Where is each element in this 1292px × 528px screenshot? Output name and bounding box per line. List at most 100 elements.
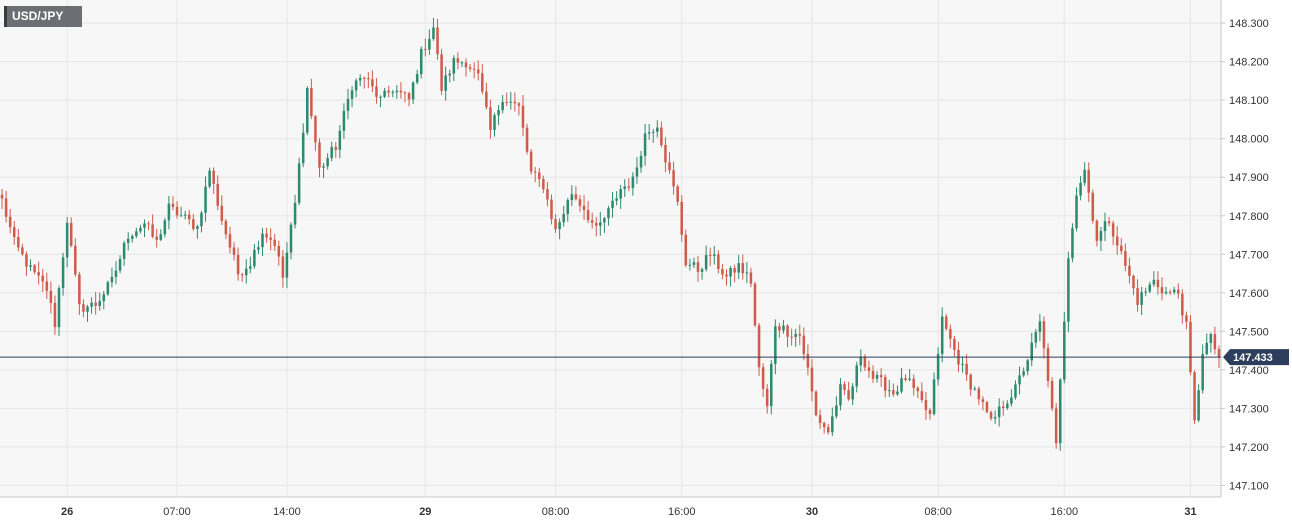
candle-body xyxy=(289,224,293,253)
candle-body xyxy=(627,186,631,188)
y-tick-label: 148.000 xyxy=(1229,134,1269,146)
symbol-badge[interactable]: USD/JPY xyxy=(4,6,82,27)
price-axis: 147.100 147.200 147.300 147.400 147.500 147.6… xyxy=(1221,18,1269,492)
current-price-label: 147.433 xyxy=(1233,352,1273,364)
candle-body xyxy=(0,194,4,199)
candle-body xyxy=(493,115,496,130)
candle-body xyxy=(757,325,761,368)
candle-body xyxy=(273,239,276,246)
candle-body xyxy=(945,316,948,329)
candle-body xyxy=(1026,360,1029,372)
candle-body xyxy=(1156,279,1160,288)
candle-body xyxy=(660,127,663,145)
candle-body xyxy=(481,73,484,92)
candle-body xyxy=(314,116,317,143)
candle-body xyxy=(118,258,122,271)
candle-body xyxy=(651,131,655,133)
y-tick-label: 148.300 xyxy=(1229,18,1269,30)
candle-body xyxy=(1172,289,1176,293)
candle-body xyxy=(664,144,667,163)
candle-body xyxy=(249,266,252,269)
candle-body xyxy=(151,224,154,237)
candle-body xyxy=(953,338,956,350)
candle-body xyxy=(98,301,101,306)
candle-body xyxy=(835,405,838,417)
y-tick-label: 147.900 xyxy=(1229,172,1269,184)
candle-body xyxy=(1185,315,1188,322)
candle-body xyxy=(375,86,378,97)
candle-body xyxy=(806,354,810,368)
candle-body xyxy=(228,234,232,248)
candle-body xyxy=(159,234,163,240)
current-price-indicator: 147.433 xyxy=(0,349,1289,366)
candle-body xyxy=(338,130,342,150)
candle-body xyxy=(452,58,456,74)
candle-body xyxy=(505,102,508,104)
candle-body xyxy=(1038,321,1042,333)
candle-body xyxy=(497,110,500,116)
candle-body xyxy=(554,219,557,230)
candle-body xyxy=(383,90,386,97)
candle-body xyxy=(371,79,374,87)
candle-body xyxy=(843,384,846,390)
candle-body xyxy=(619,189,622,199)
candle-body xyxy=(399,90,403,93)
candle-body xyxy=(680,201,683,235)
x-tick-label: 16:00 xyxy=(668,506,696,518)
candle-body xyxy=(904,378,907,380)
candle-body xyxy=(257,247,260,250)
candle-body xyxy=(428,38,431,50)
candle-body xyxy=(501,102,504,111)
candle-body xyxy=(61,257,65,289)
candle-body xyxy=(851,386,854,400)
candle-body xyxy=(192,219,195,229)
candle-body xyxy=(961,363,964,365)
candle-body xyxy=(546,189,549,200)
candle-body xyxy=(33,265,36,273)
candle-body xyxy=(468,67,472,69)
candle-body xyxy=(1071,228,1074,259)
candle-body xyxy=(204,186,207,213)
candle-body xyxy=(578,199,582,206)
candle-body xyxy=(529,151,533,172)
candle-body xyxy=(1189,321,1192,373)
current-price-tag xyxy=(1223,349,1289,366)
candle-body xyxy=(538,172,541,179)
candle-body xyxy=(1111,223,1115,237)
candle-body xyxy=(1058,379,1062,444)
candle-body xyxy=(582,205,586,210)
candle-body xyxy=(1099,231,1103,241)
candle-body xyxy=(1018,375,1021,385)
y-tick-label: 148.100 xyxy=(1229,95,1269,107)
candle-body xyxy=(155,236,158,240)
candle-body xyxy=(78,274,81,305)
plot-area xyxy=(0,0,1221,497)
candle-body xyxy=(822,423,826,428)
candle-body xyxy=(855,365,858,387)
candle-body xyxy=(741,263,745,274)
candle-body xyxy=(269,237,272,240)
candle-body xyxy=(977,388,981,400)
candle-body xyxy=(53,302,57,328)
candle-body xyxy=(635,167,639,177)
candle-body xyxy=(1140,292,1143,305)
candle-body xyxy=(110,276,114,283)
candle-body xyxy=(826,427,830,433)
candle-body xyxy=(1164,291,1168,294)
candle-body xyxy=(86,306,89,312)
candle-body xyxy=(460,62,464,64)
candle-body xyxy=(969,374,972,390)
candle-body xyxy=(708,254,712,256)
candle-body xyxy=(21,247,24,255)
candle-body xyxy=(310,87,313,117)
candle-body xyxy=(216,183,220,206)
candle-body xyxy=(135,231,138,237)
candle-body xyxy=(1075,195,1078,229)
candle-body xyxy=(550,199,553,220)
candle-body xyxy=(175,206,179,216)
y-tick-label: 147.500 xyxy=(1229,326,1269,338)
candle-body xyxy=(1115,236,1119,246)
x-tick-label: 30 xyxy=(806,506,818,518)
candle-body xyxy=(208,170,211,187)
